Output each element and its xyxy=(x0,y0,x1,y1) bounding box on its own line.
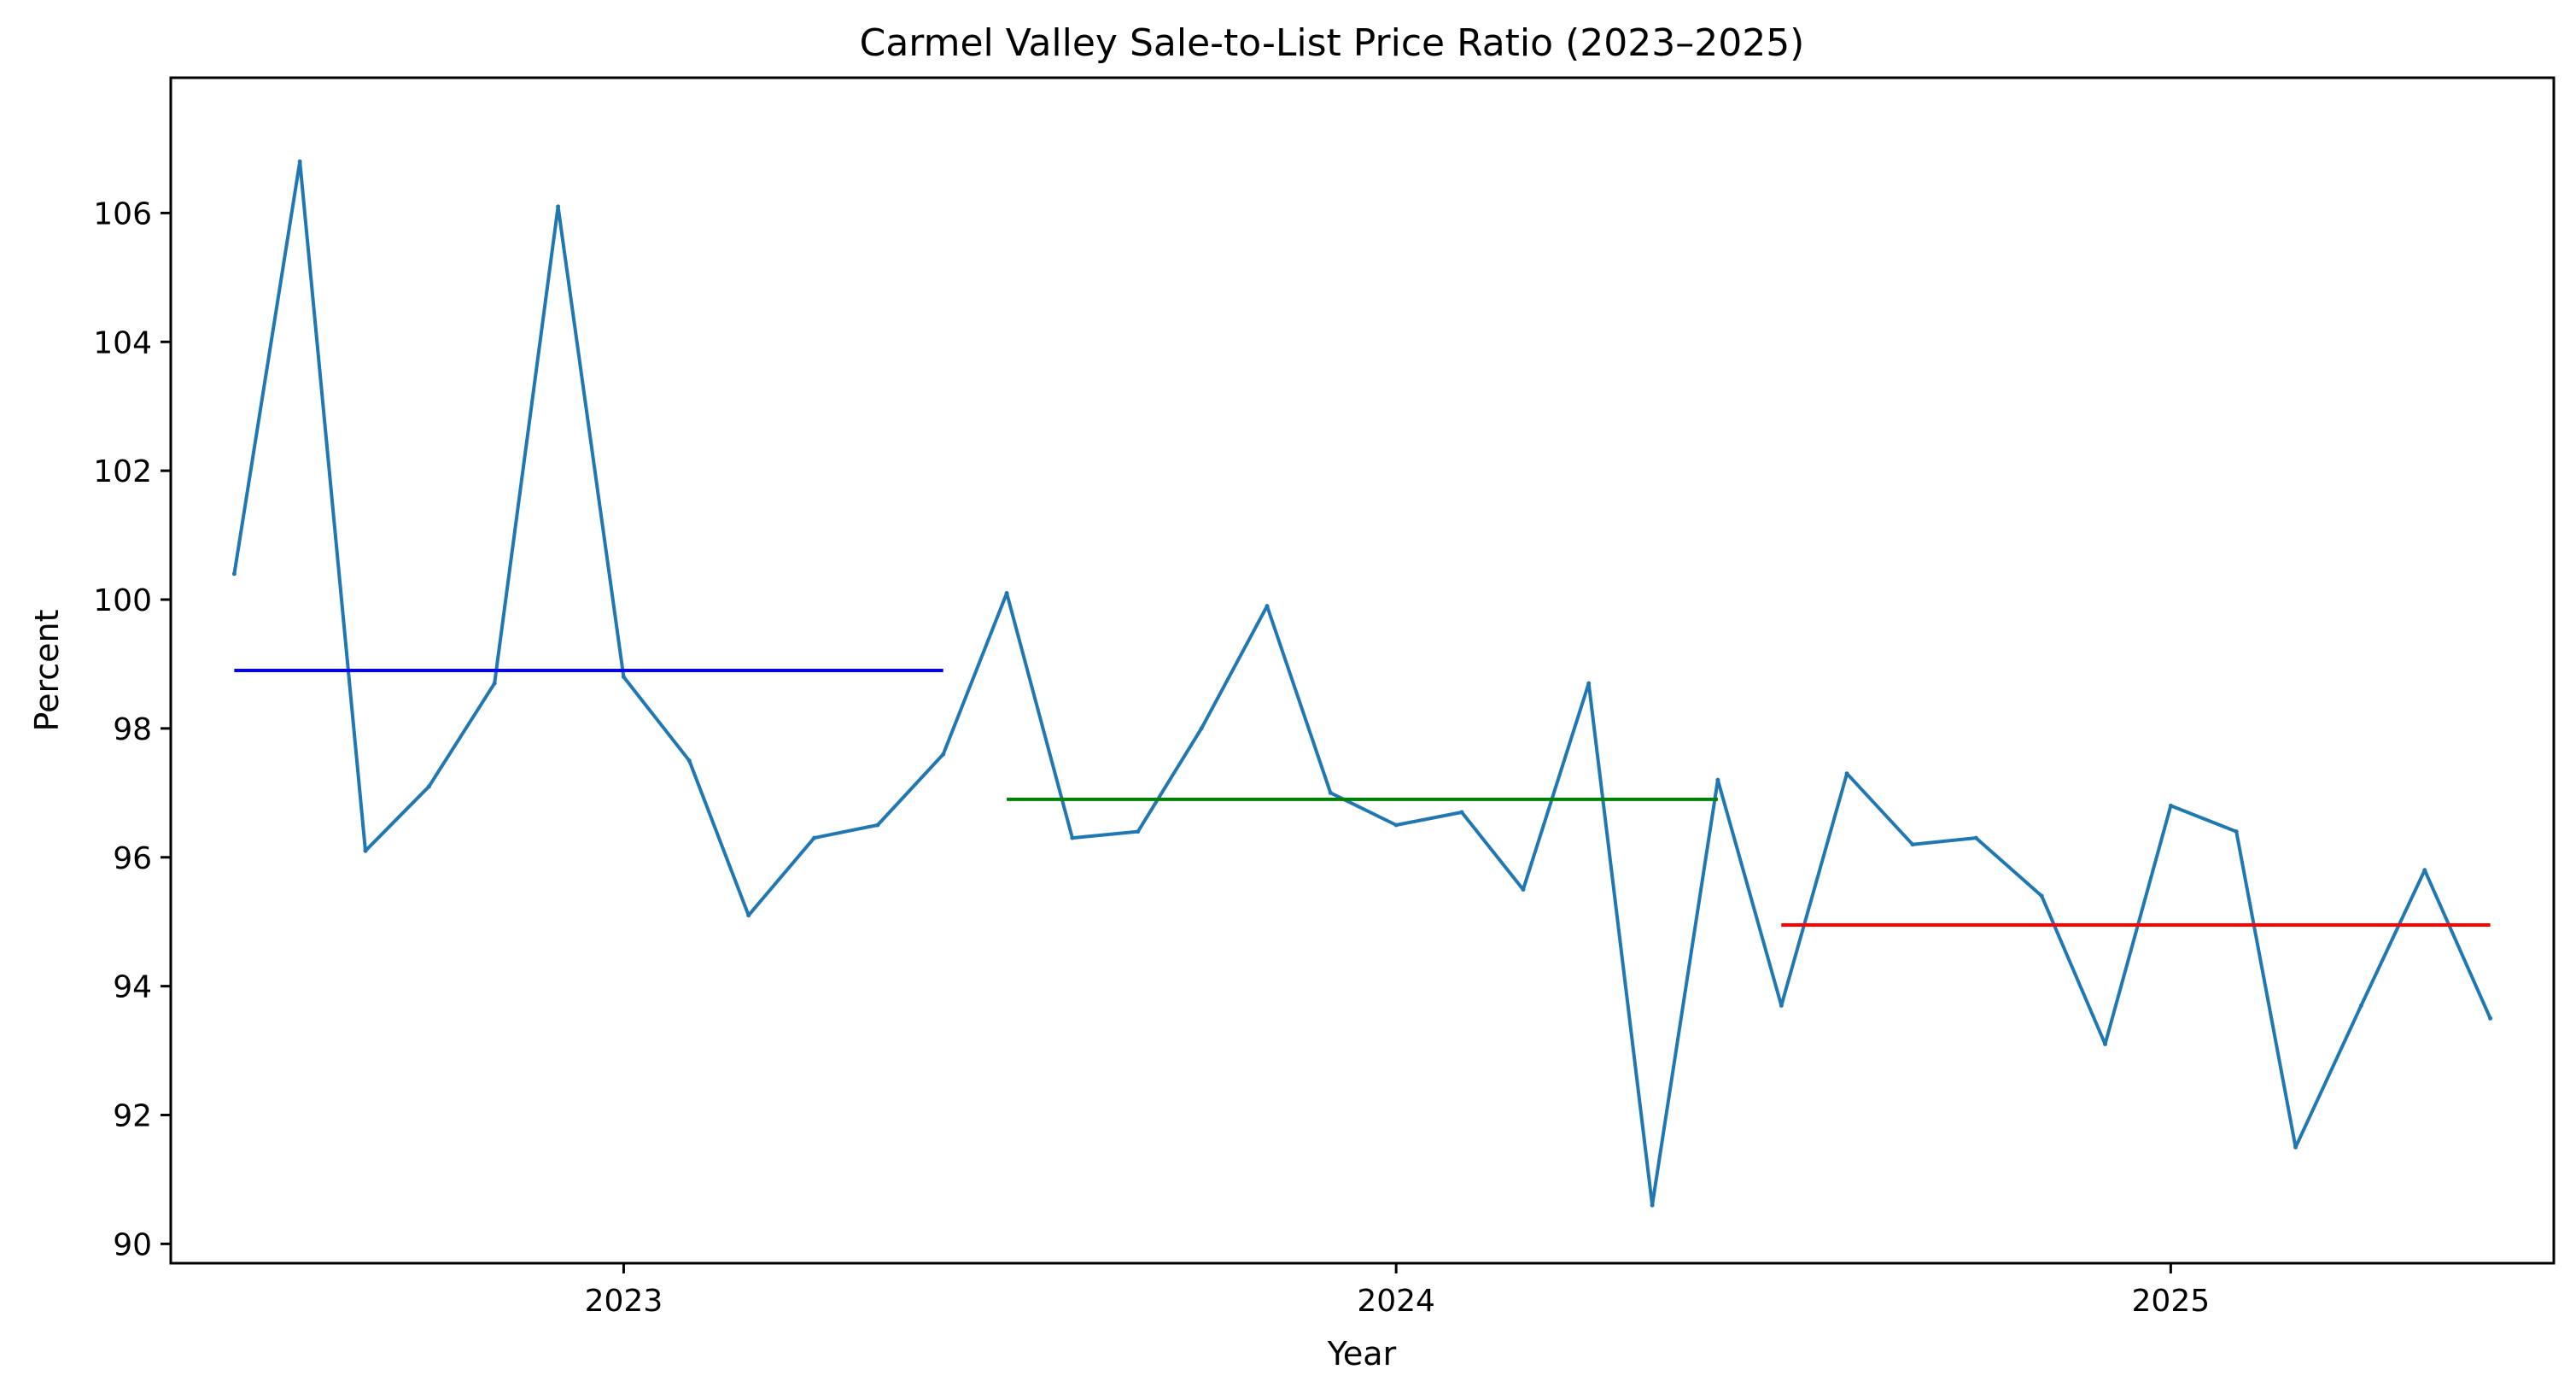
x-tick-label: 2023 xyxy=(585,1284,663,1319)
data-point xyxy=(1779,1003,1784,1008)
y-tick-label: 106 xyxy=(93,196,152,231)
y-tick-label: 100 xyxy=(93,583,152,618)
data-point xyxy=(297,159,302,164)
y-tick-label: 98 xyxy=(113,712,152,747)
data-point xyxy=(363,848,368,853)
y-tick-label: 92 xyxy=(113,1099,152,1134)
y-axis-label: Percent xyxy=(28,610,66,732)
data-point xyxy=(556,204,561,209)
data-point xyxy=(2293,1144,2299,1150)
y-tick-label: 90 xyxy=(113,1227,152,1262)
axes-frame xyxy=(169,76,2556,1265)
data-point xyxy=(1265,604,1270,609)
data-point xyxy=(875,822,880,828)
data-point xyxy=(1844,771,1849,776)
x-axis: 2023 2024 2025 xyxy=(585,1263,2211,1319)
data-point xyxy=(1393,822,1399,828)
x-tick-label: 2025 xyxy=(2132,1284,2211,1319)
data-point xyxy=(2358,1003,2363,1008)
data-point xyxy=(1650,1203,1655,1208)
data-point xyxy=(941,752,946,757)
data-point xyxy=(1328,790,1333,795)
data-point xyxy=(1973,835,1978,840)
series-line-0 xyxy=(232,160,2492,1208)
data-point xyxy=(492,681,497,686)
data-point xyxy=(2039,893,2044,899)
data-point xyxy=(2422,868,2427,873)
data-point xyxy=(1136,829,1141,834)
data-point xyxy=(2103,1042,2107,1046)
data-point xyxy=(426,784,431,789)
data-point xyxy=(1459,810,1464,815)
y-tick-label: 96 xyxy=(113,841,152,876)
data-point xyxy=(1199,726,1204,731)
chart-title: Carmel Valley Sale-to-List Price Ratio (… xyxy=(860,21,1805,65)
data-point xyxy=(231,571,237,577)
data-point xyxy=(1521,887,1526,892)
plot-area xyxy=(231,159,2493,1208)
x-axis-label: Year xyxy=(1327,1335,1397,1373)
data-point xyxy=(2168,803,2173,808)
data-point xyxy=(1715,777,1720,782)
data-point xyxy=(686,758,692,764)
y-axis: 90 92 94 96 98 100 102 104 106 xyxy=(93,196,171,1262)
data-point xyxy=(812,835,816,840)
data-point xyxy=(1910,842,1915,847)
data-point xyxy=(1070,835,1075,840)
data-point xyxy=(621,675,626,679)
y-tick-label: 104 xyxy=(93,325,152,360)
data-point xyxy=(1586,681,1592,686)
y-tick-label: 102 xyxy=(93,454,152,489)
data-point xyxy=(2488,1016,2493,1021)
data-point xyxy=(2234,829,2239,834)
data-point xyxy=(746,913,751,918)
x-tick-label: 2024 xyxy=(1357,1284,1435,1319)
data-point xyxy=(1004,591,1009,595)
y-tick-label: 94 xyxy=(113,970,152,1005)
